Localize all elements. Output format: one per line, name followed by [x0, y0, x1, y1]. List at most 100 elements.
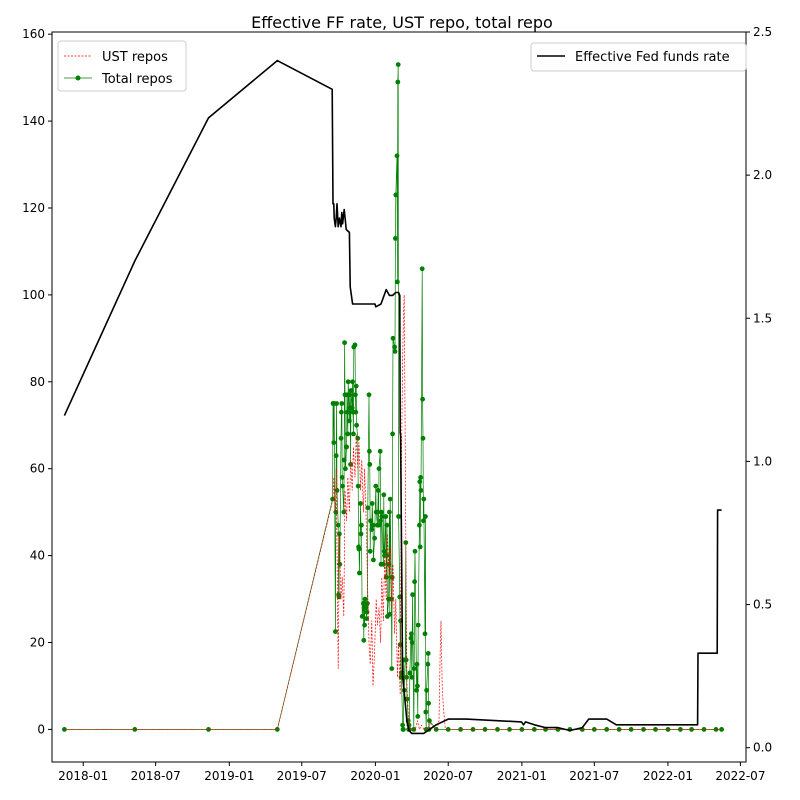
data-point-total-repos — [349, 405, 355, 411]
data-point-total-repos — [389, 574, 395, 580]
data-point-total-repos — [348, 388, 354, 393]
data-point-total-repos — [386, 561, 392, 567]
data-point-total-repos — [353, 383, 359, 389]
data-point-total-repos — [369, 527, 375, 532]
data-point-total-repos — [409, 674, 415, 680]
legend-label-total-repos: Total repos — [101, 72, 173, 87]
data-point-total-repos — [333, 509, 339, 515]
y-left-tick-label: 80 — [30, 375, 45, 389]
y-left-tick-label: 140 — [22, 114, 45, 128]
x-tick-label: 2022-07 — [715, 769, 765, 783]
data-point-total-repos — [395, 79, 401, 85]
data-point-total-repos — [345, 409, 350, 415]
y-left-tick-label: 0 — [37, 722, 45, 736]
data-point-total-repos — [333, 629, 338, 634]
y-right-tick-label: 2.5 — [753, 25, 772, 39]
data-point-total-repos — [421, 518, 426, 524]
data-point-total-repos — [420, 435, 426, 441]
data-point-total-repos — [424, 687, 429, 693]
data-point-total-repos — [362, 622, 367, 628]
data-point-total-repos — [415, 622, 421, 628]
y-axis-right: 0.0 0.5 1.0 1.5 2.0 2.5 — [746, 25, 772, 755]
data-point-total-repos — [364, 616, 369, 621]
data-point-total-repos — [344, 444, 349, 450]
data-point-total-repos — [364, 609, 370, 615]
data-point-total-repos — [412, 548, 418, 554]
data-point-total-repos — [361, 601, 366, 606]
y-left-tick-label: 40 — [30, 549, 45, 563]
data-point-total-repos — [418, 475, 423, 480]
data-point-total-repos — [351, 431, 356, 437]
data-point-total-repos — [341, 457, 347, 463]
y-left-tick-label: 100 — [22, 288, 45, 302]
data-point-total-repos — [422, 631, 428, 637]
data-point-total-repos — [340, 483, 345, 489]
series-layer — [62, 59, 724, 735]
data-point-total-repos — [400, 722, 405, 728]
data-point-total-repos — [355, 483, 361, 489]
x-axis: 2018-01 2018-07 2019-01 2019-07 2020-01 2020-… — [58, 762, 765, 783]
data-point-total-repos — [381, 561, 386, 567]
data-point-total-repos — [401, 727, 406, 732]
data-point-total-repos — [423, 514, 428, 519]
data-point-total-repos — [616, 727, 622, 732]
y-left-tick-label: 20 — [30, 636, 45, 650]
data-point-total-repos — [410, 592, 415, 598]
data-point-total-repos — [358, 501, 363, 506]
data-point-total-repos — [339, 409, 344, 415]
data-point-total-repos — [354, 422, 359, 428]
data-point-total-repos — [719, 727, 724, 732]
data-point-total-repos — [420, 396, 425, 402]
data-point-total-repos — [372, 535, 377, 541]
data-point-total-repos — [415, 683, 420, 689]
data-point-total-repos — [331, 440, 337, 445]
data-point-total-repos — [394, 153, 400, 159]
data-point-total-repos — [375, 509, 381, 515]
data-point-total-repos — [376, 522, 381, 528]
data-point-total-repos — [387, 509, 392, 515]
data-point-total-repos — [367, 462, 373, 467]
data-point-total-repos — [415, 714, 421, 719]
data-point-total-repos — [379, 514, 385, 519]
data-point-total-repos — [377, 448, 383, 454]
legend-right: Effective Fed funds rate — [530, 42, 747, 72]
y-right-tick-label: 1.0 — [753, 454, 772, 468]
data-point-total-repos — [641, 727, 646, 732]
series-line-ust-repos — [64, 294, 722, 730]
x-tick-label: 2022-01 — [643, 769, 693, 783]
data-point-total-repos — [334, 401, 339, 406]
data-point-total-repos — [414, 661, 420, 667]
y-right-tick-label: 1.5 — [753, 311, 772, 325]
data-point-total-repos — [339, 401, 345, 406]
data-point-total-repos — [418, 488, 424, 493]
x-tick-label: 2021-01 — [497, 769, 547, 783]
data-point-total-repos — [365, 505, 371, 511]
data-point-total-repos — [397, 642, 403, 648]
data-point-total-repos — [352, 342, 358, 348]
data-point-total-repos — [345, 431, 351, 437]
data-point-total-repos — [274, 727, 280, 732]
data-point-total-repos — [361, 637, 367, 643]
data-point-total-repos — [423, 709, 429, 715]
data-point-total-repos — [369, 501, 375, 506]
legend-right-box — [530, 42, 747, 72]
y-axis-left: 0 20 40 60 80 100 120 140 160 — [22, 27, 52, 736]
data-point-total-repos — [414, 687, 419, 693]
data-point-total-repos — [495, 727, 500, 732]
data-point-total-repos — [342, 340, 347, 346]
data-point-total-repos — [378, 518, 383, 524]
data-point-total-repos — [409, 631, 414, 637]
data-point-total-repos — [384, 522, 390, 528]
data-point-total-repos — [375, 488, 381, 493]
x-tick-label: 2018-07 — [131, 769, 181, 783]
data-point-total-repos — [409, 640, 415, 645]
data-point-total-repos — [412, 579, 417, 585]
legend-label-ust-repos: UST repos — [102, 50, 168, 65]
data-point-total-repos — [389, 666, 395, 671]
data-point-total-repos — [403, 657, 409, 663]
data-point-total-repos — [383, 514, 389, 519]
y-right-tick-label: 0.5 — [753, 598, 772, 612]
data-point-total-repos — [701, 727, 707, 732]
